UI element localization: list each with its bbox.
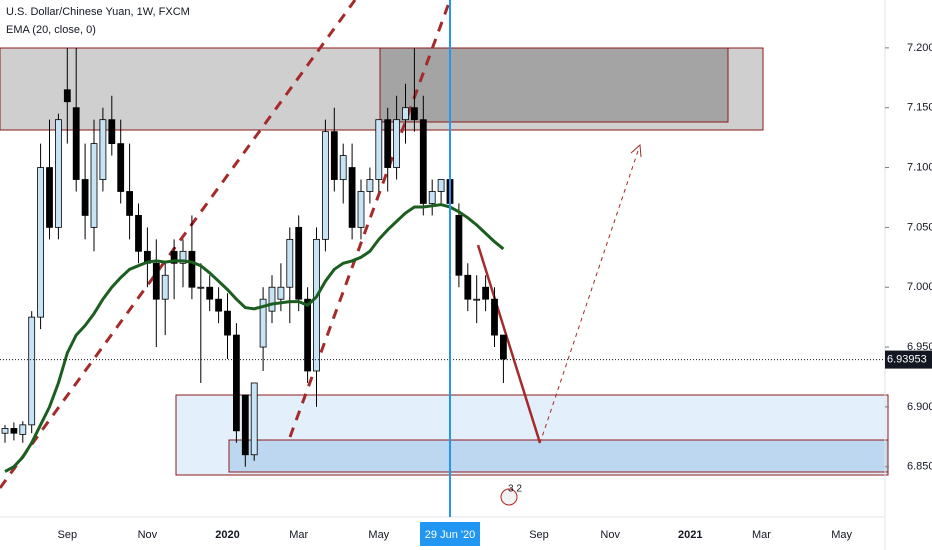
candle-body: [10, 428, 18, 434]
x-tick-label: May: [831, 529, 852, 541]
x-tick-label: 2020: [215, 529, 239, 541]
x-tick-label: Nov: [600, 529, 620, 541]
plot: [1, 47, 507, 473]
candle-body: [170, 250, 178, 264]
y-tick-label: 6.95000: [907, 341, 932, 353]
candle-body: [348, 167, 356, 228]
candle-body: [339, 155, 347, 180]
cursor-date-box: [420, 522, 480, 546]
candle-body: [1, 428, 9, 434]
drawings: [0, 0, 889, 489]
projection-line: [476, 244, 542, 444]
candle-body: [152, 262, 160, 300]
candle-body: [63, 89, 71, 103]
candle-body: [259, 298, 267, 348]
candle-body: [126, 191, 133, 216]
candle-body: [161, 274, 169, 300]
x-tick-label: Mar: [752, 529, 771, 541]
candle-body: [19, 424, 27, 435]
candle-body: [197, 286, 205, 289]
candle-body: [393, 119, 401, 168]
y-tick-label: 6.90000: [907, 401, 932, 413]
x-tick-label: May: [368, 529, 389, 541]
chart-title: U.S. Dollar/Chinese Yuan, 1W, FXCM: [6, 6, 190, 18]
candle-body: [464, 274, 472, 300]
candle-body: [402, 107, 409, 121]
candle-body: [99, 119, 107, 180]
candle-body: [321, 131, 329, 240]
candle-body: [491, 298, 498, 336]
indicator-label: EMA (20, close, 0): [6, 24, 96, 36]
x-tick-label: Sep: [529, 529, 549, 541]
candle-body: [135, 215, 142, 252]
candle-body: [179, 250, 187, 264]
candle-body: [330, 131, 338, 180]
candle-body: [28, 316, 36, 426]
projection-arrow: [539, 147, 640, 444]
x-tick-label: 2021: [678, 529, 702, 541]
last-price-box: [885, 350, 932, 369]
candle-body: [410, 107, 418, 121]
candle-body: [473, 298, 481, 301]
candle-body: [72, 107, 80, 180]
last-price-label: 6.93953: [887, 353, 927, 365]
y-tick-label: 7.00000: [907, 281, 932, 293]
candle-body: [366, 179, 374, 192]
candle-body: [277, 286, 285, 300]
x-tick-label: Mar: [289, 529, 308, 541]
support-zone-inner: [228, 439, 889, 473]
candle-body: [206, 286, 214, 300]
y-tick-label: 7.10000: [907, 161, 932, 173]
y-tick-label: 7.05000: [907, 221, 932, 233]
candle-body: [188, 250, 196, 288]
candle-body: [232, 334, 240, 432]
y-tick-label: 6.85000: [907, 461, 932, 473]
cursor-date-label: 29 Jun '20: [425, 529, 475, 541]
candle-body: [304, 298, 312, 372]
candle-body: [108, 119, 116, 145]
candle-body: [419, 119, 427, 204]
candle-body: [55, 119, 62, 228]
candle-body: [313, 238, 320, 372]
candle-body: [117, 143, 125, 192]
candle-body: [428, 191, 436, 204]
candle-body: [455, 215, 463, 276]
candle-body: [357, 191, 365, 228]
candle-body: [437, 179, 445, 192]
candle-body: [482, 286, 490, 300]
event-icon[interactable]: [500, 488, 518, 506]
resistance-zone-inner: [379, 47, 729, 123]
y-tick-label: 7.20000: [907, 42, 932, 54]
event-badge[interactable]: 3 2: [508, 484, 522, 495]
ema-line: [4, 203, 505, 473]
candle-body: [224, 310, 231, 336]
candle-body: [46, 167, 53, 228]
arrow-head: [630, 143, 642, 158]
candle-body: [286, 238, 294, 288]
candle-body: [250, 382, 258, 456]
candle-body: [384, 119, 392, 168]
candle-body: [499, 334, 507, 360]
candle-body: [81, 179, 89, 216]
candle-body: [215, 298, 223, 312]
candle-body: [241, 394, 249, 456]
x-tick-label: Sep: [58, 529, 78, 541]
candle-body: [268, 286, 276, 312]
candle-body: [90, 143, 98, 228]
y-tick-label: 7.15000: [907, 102, 932, 114]
candle-body: [37, 167, 44, 318]
candle-body: [295, 226, 303, 300]
x-tick-label: Nov: [138, 529, 158, 541]
candle-body: [375, 119, 383, 180]
